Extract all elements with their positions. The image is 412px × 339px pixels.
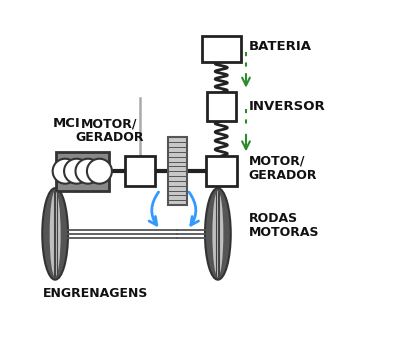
Ellipse shape [42, 188, 68, 280]
Circle shape [87, 159, 112, 184]
Text: MCI: MCI [53, 117, 81, 130]
Text: GERADOR: GERADOR [75, 131, 144, 144]
Text: GERADOR: GERADOR [248, 169, 317, 182]
Text: MOTOR/: MOTOR/ [248, 155, 305, 167]
Text: INVERSOR: INVERSOR [248, 100, 325, 113]
FancyBboxPatch shape [168, 137, 187, 205]
Ellipse shape [205, 188, 231, 280]
Text: ENGRENAGENS: ENGRENAGENS [43, 287, 148, 300]
FancyBboxPatch shape [202, 37, 241, 62]
Text: BATERIA: BATERIA [248, 40, 311, 53]
Circle shape [64, 159, 89, 184]
Text: RODAS: RODAS [248, 212, 297, 225]
Circle shape [53, 159, 77, 184]
Text: MOTOR/: MOTOR/ [81, 117, 138, 130]
Ellipse shape [50, 191, 61, 277]
Circle shape [75, 159, 101, 184]
FancyBboxPatch shape [125, 156, 155, 186]
Text: MOTORAS: MOTORAS [248, 226, 319, 239]
Ellipse shape [213, 191, 223, 277]
FancyBboxPatch shape [206, 156, 236, 186]
FancyBboxPatch shape [207, 92, 236, 121]
FancyBboxPatch shape [56, 152, 108, 191]
